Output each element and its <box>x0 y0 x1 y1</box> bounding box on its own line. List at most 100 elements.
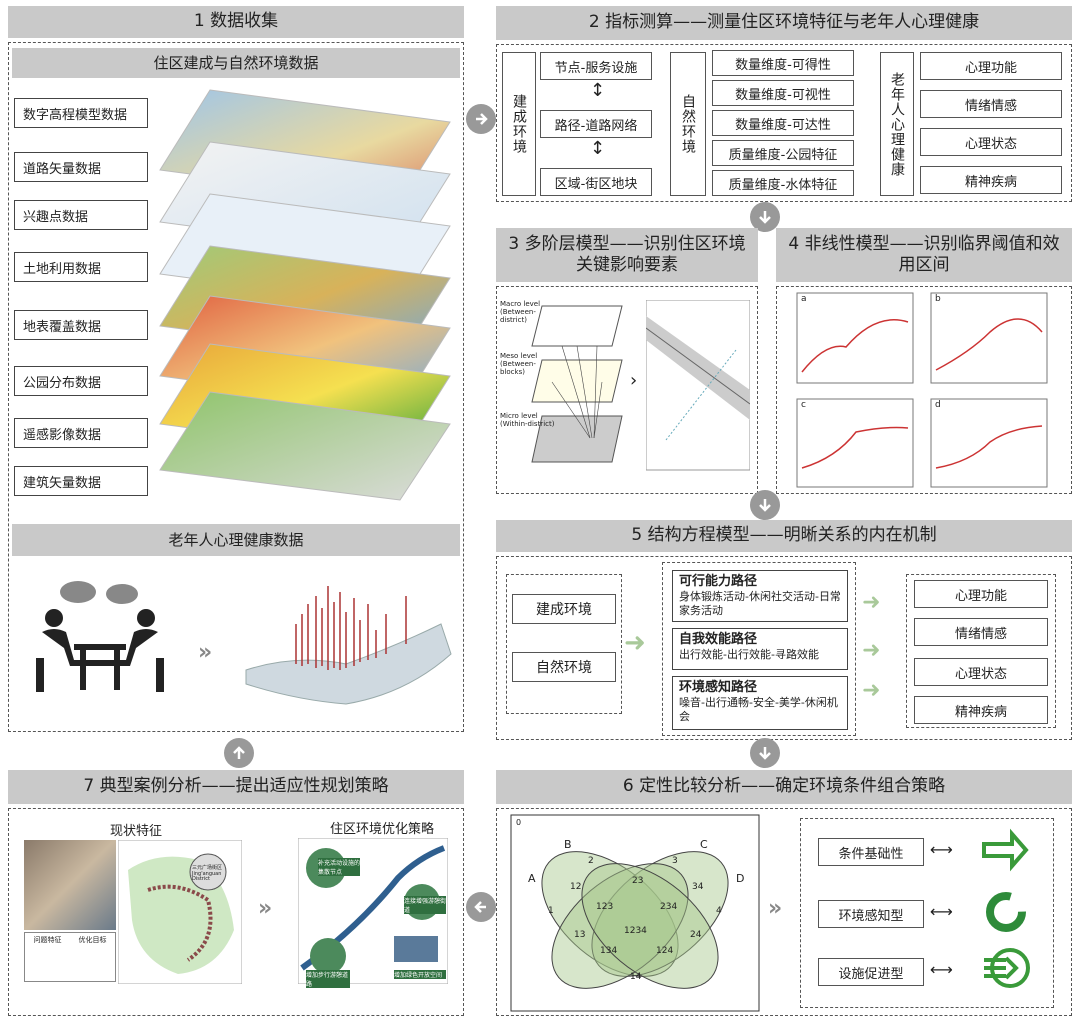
built-item: 路径-道路网络 <box>540 110 652 138</box>
layer-label: 兴趣点数据 <box>14 200 148 230</box>
health-item: 情绪情感 <box>920 90 1062 118</box>
health-data-title: 老年人心理健康数据 <box>12 524 460 556</box>
chevron-right-icon: » <box>768 896 783 921</box>
map-label: 三元广场街区 Jing'anguan District <box>192 865 223 882</box>
sem-output: 心理功能 <box>914 580 1048 608</box>
layer-label: 建筑矢量数据 <box>14 466 148 496</box>
sem-input: 自然环境 <box>512 652 616 682</box>
sec2-header: 2 指标测算——测量住区环境特征与老年人心理健康 <box>496 6 1072 40</box>
arrow-down-circle-icon <box>750 490 780 520</box>
sec6-panel <box>496 808 1072 1016</box>
arrow-down-circle-icon <box>750 738 780 768</box>
chevron-right-icon: › <box>630 370 638 391</box>
venn-region: 4 <box>716 906 722 916</box>
layer-label: 公园分布数据 <box>14 366 148 396</box>
sec5-output-group <box>906 574 1056 728</box>
sec1-header: 1 数据收集 <box>8 6 464 38</box>
venn-region: 3 <box>672 856 678 866</box>
case-photos <box>24 840 116 930</box>
venn-region: 123 <box>596 902 614 912</box>
updown-arrow-icon: ↕ <box>590 138 606 159</box>
layer-label: 土地利用数据 <box>14 252 148 282</box>
venn-set-label: B <box>564 838 572 851</box>
cycle-icon <box>986 892 1026 932</box>
layer-label: 道路矢量数据 <box>14 152 148 182</box>
threshold-plot-c <box>796 398 914 488</box>
case-table: 问题特征 优化目标 <box>24 932 116 982</box>
layer-label: 数字高程模型数据 <box>14 98 148 128</box>
double-arrow-icon: ⟷ <box>930 960 953 979</box>
updown-arrow-icon: ↕ <box>590 80 606 101</box>
sec3-panel <box>496 286 758 494</box>
sec6-header: 6 定性比较分析——确定环境条件组合策略 <box>496 770 1072 804</box>
venn-region: 1 <box>548 906 554 916</box>
path-name: 可行能力路径 <box>679 574 758 589</box>
strategy-tag: 连接增强游憩街道 <box>404 896 447 914</box>
panel-label: a <box>801 294 807 304</box>
path-name: 自我效能路径 <box>679 632 758 647</box>
natural-item: 质量维度-公园特征 <box>712 140 854 166</box>
layer-7 <box>159 391 451 501</box>
interview-icon <box>36 581 164 692</box>
sec1-panel <box>8 42 464 732</box>
venn-set-label: D <box>736 872 745 885</box>
level-label: Micro level (Within-district) <box>500 412 555 428</box>
built-item: 节点-服务设施 <box>540 52 652 80</box>
sec5-input-group <box>506 574 622 714</box>
double-arrow-icon: ⟷ <box>930 902 953 921</box>
path-desc: 出行效能-出行效能-寻路效能 <box>679 648 819 662</box>
arrow-right-icon: ➜ <box>862 590 881 615</box>
venn-region: 23 <box>632 876 644 886</box>
natural-item: 数量维度-可得性 <box>712 50 854 76</box>
qca-type: 条件基础性 <box>818 838 924 866</box>
table-head: 优化目标 <box>78 936 107 944</box>
qca-type: 环境感知型 <box>818 900 924 928</box>
panel-label: c <box>801 400 806 410</box>
venn-region: 13 <box>574 930 586 940</box>
venn-diagram <box>510 814 760 1012</box>
venn-region: 2 <box>588 856 594 866</box>
qca-type: 设施促进型 <box>818 958 924 986</box>
sem-path: 可行能力路径 身体锻炼活动-休闲社交活动-日常家务活动 <box>672 570 848 622</box>
chevron-right-icon: » <box>198 640 213 665</box>
venn-set-label: A <box>528 872 536 885</box>
level-label: Macro level (Between-district) <box>500 300 541 324</box>
venn-region: 124 <box>656 946 674 956</box>
health-3d-map <box>245 586 452 705</box>
sem-output: 情绪情感 <box>914 618 1048 646</box>
table-head: 问题特征 <box>33 936 62 944</box>
health-item: 精神疾病 <box>920 166 1062 194</box>
sec6-types-group <box>800 818 1054 1008</box>
health-item: 心理功能 <box>920 52 1062 80</box>
arrow-right-icon: ➜ <box>862 638 881 663</box>
arrow-left-circle-icon <box>466 892 496 922</box>
sec4-panel <box>776 286 1072 494</box>
arrow-right-icon: ➜ <box>624 628 646 658</box>
sec1-subtitle: 住区建成与自然环境数据 <box>12 48 460 78</box>
sec2-panel <box>496 44 1072 202</box>
arrow-up-circle-icon <box>224 738 254 768</box>
chevron-right-icon: » <box>258 896 273 921</box>
threshold-plot-a <box>796 292 914 384</box>
natural-item: 数量维度-可视性 <box>712 80 854 106</box>
venn-set-label: C <box>700 838 708 851</box>
strategy-tag: 增加步行游憩道路 <box>306 970 350 988</box>
venn-region: 234 <box>660 902 678 912</box>
sem-output: 心理状态 <box>914 658 1048 686</box>
double-arrow-icon: ⟷ <box>930 840 953 859</box>
fast-forward-icon <box>984 948 1030 988</box>
venn-corner-label: 0 <box>516 818 522 827</box>
built-env-label: 建成环境 <box>502 52 536 196</box>
sec7-panel <box>8 808 464 1016</box>
exchange-icon <box>982 828 1029 872</box>
venn-region: 34 <box>692 882 704 892</box>
venn-region: 24 <box>690 930 702 940</box>
path-name: 环境感知路径 <box>679 680 758 695</box>
sem-path: 自我效能路径 出行效能-出行效能-寻路效能 <box>672 628 848 670</box>
arrow-right-icon: ➜ <box>862 678 881 703</box>
sem-path: 环境感知路径 噪音-出行通畅-安全-美学-休闲机会 <box>672 676 848 730</box>
threshold-plot-b <box>930 292 1048 384</box>
natural-env-label: 自然环境 <box>670 52 706 196</box>
health-item: 心理状态 <box>920 128 1062 156</box>
sec3-header: 3 多阶层模型——识别住区环境关键影响要素 <box>496 228 758 282</box>
